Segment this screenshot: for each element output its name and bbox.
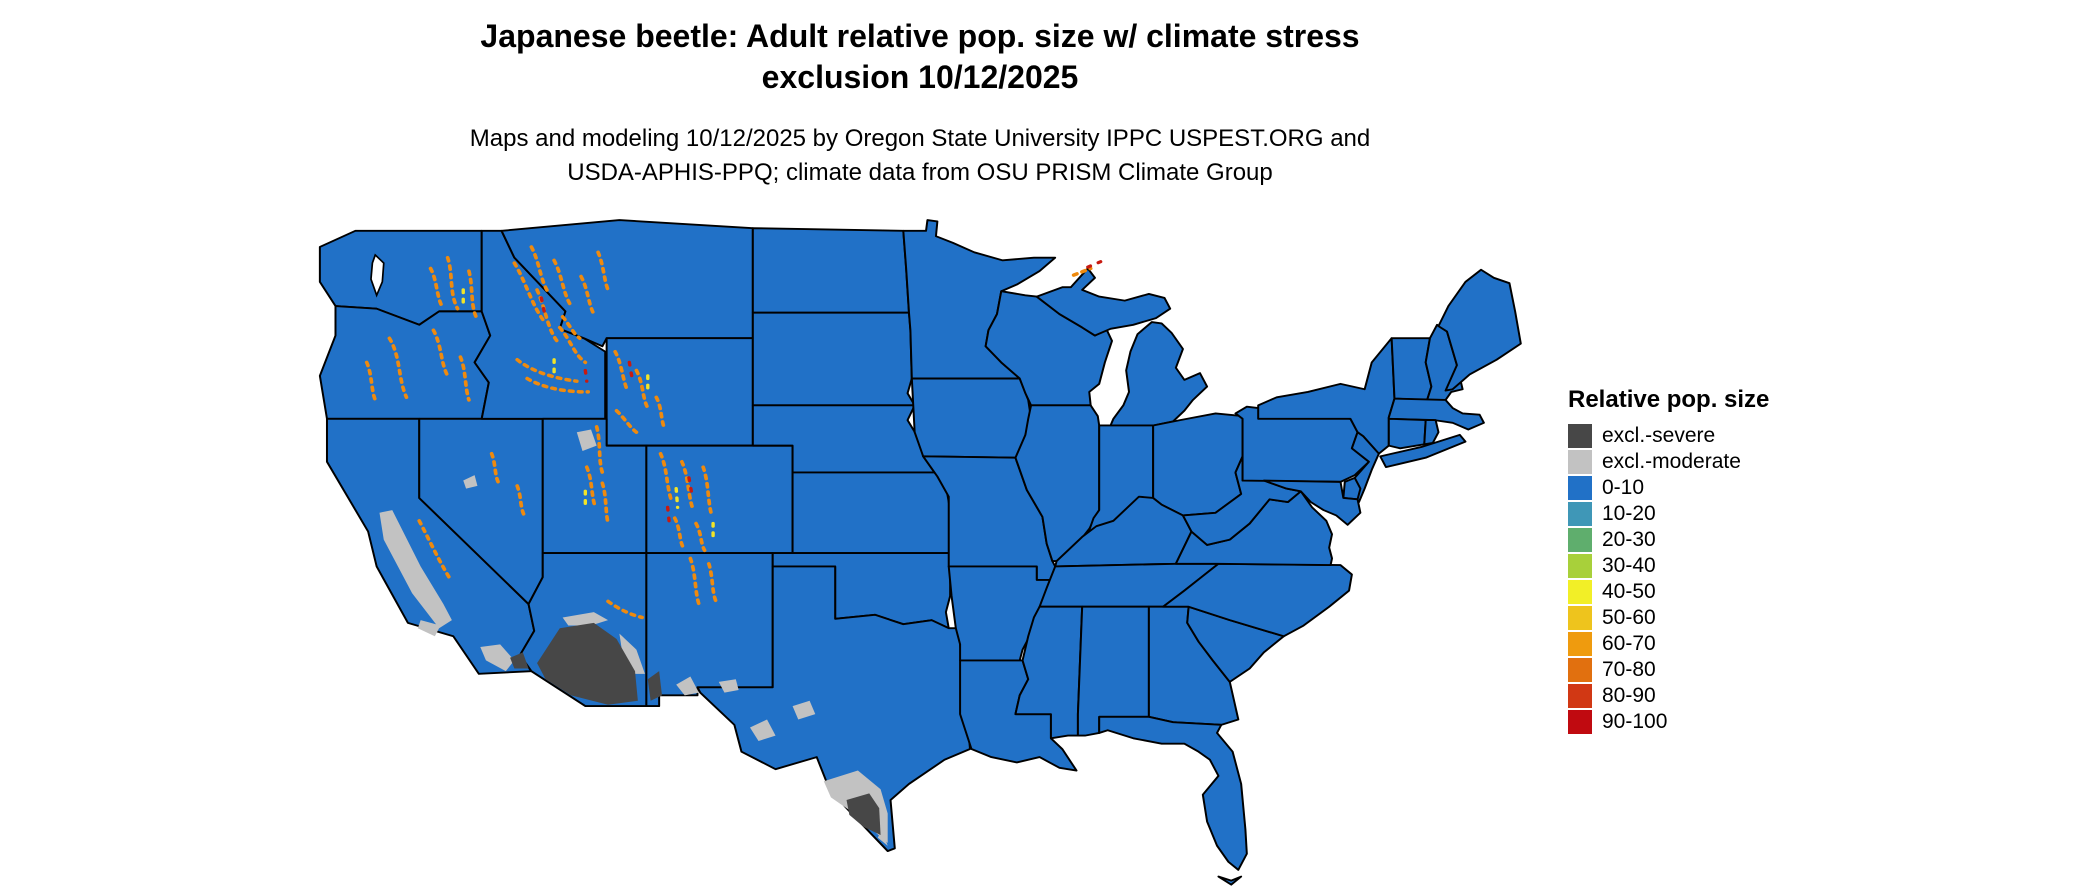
legend-row: 70-80 xyxy=(1568,657,1898,683)
legend-swatch xyxy=(1568,684,1592,708)
state-south-dakota xyxy=(751,311,916,407)
legend-row: 80-90 xyxy=(1568,683,1898,709)
state-michigan-lower-peninsula xyxy=(1109,321,1209,427)
moderate-patch xyxy=(676,676,699,696)
state-connecticut xyxy=(1387,417,1427,450)
high-population-speckles-yellow xyxy=(461,288,715,539)
map-subtitle-line2: USDA-APHIS-PPQ; climate data from OSU PR… xyxy=(567,159,1273,186)
legend-swatch xyxy=(1568,528,1592,552)
legend-swatch xyxy=(1568,450,1592,474)
legend-label: 10-20 xyxy=(1602,502,1656,525)
legend-label: 80-90 xyxy=(1602,684,1656,707)
legend-row: 10-20 xyxy=(1568,501,1898,527)
speckle-path xyxy=(461,288,715,539)
state-north-carolina xyxy=(1162,562,1353,638)
moderate-patch xyxy=(792,700,816,720)
legend-label: 50-60 xyxy=(1602,606,1656,629)
legend-label: 0-10 xyxy=(1602,476,1645,499)
legend-row: 90-100 xyxy=(1568,709,1898,735)
state-minnesota xyxy=(902,219,1057,380)
moderate-patch xyxy=(480,644,515,672)
state-colorado xyxy=(645,444,794,554)
state-maine xyxy=(1437,268,1522,392)
legend-row: excl.-severe xyxy=(1568,423,1898,449)
state-maryland xyxy=(1262,479,1362,526)
legend-row: 40-50 xyxy=(1568,579,1898,605)
legend-label: excl.-moderate xyxy=(1602,450,1741,473)
moderate-patch xyxy=(576,429,597,451)
legend-title: Relative pop. size xyxy=(1568,386,1770,413)
state-rhode-island xyxy=(1423,419,1440,446)
legend-label: 70-80 xyxy=(1602,658,1656,681)
legend-swatch xyxy=(1568,580,1592,604)
state-borders xyxy=(318,219,1522,886)
moderate-patch xyxy=(718,679,739,693)
severe-patch xyxy=(537,622,638,705)
legend-swatch xyxy=(1568,658,1592,682)
legend-swatch xyxy=(1568,502,1592,526)
state-iowa xyxy=(910,377,1035,459)
legend-row: 60-70 xyxy=(1568,631,1898,657)
state-new-mexico xyxy=(645,552,774,708)
speckle-path xyxy=(364,245,1093,620)
legend-row: 30-40 xyxy=(1568,553,1898,579)
legend-row: 50-60 xyxy=(1568,605,1898,631)
state-texas xyxy=(696,565,972,853)
legend-swatch xyxy=(1568,632,1592,656)
florida-keys xyxy=(1217,875,1243,886)
severe-patch xyxy=(510,652,529,669)
long-island xyxy=(1379,433,1467,469)
legend-swatch xyxy=(1568,476,1592,500)
legend-swatch xyxy=(1568,554,1592,578)
moderate-patch xyxy=(417,620,441,637)
puget-sound-water xyxy=(370,253,385,298)
legend-swatch xyxy=(1568,606,1592,630)
legend-label: 20-30 xyxy=(1602,528,1656,551)
state-montana xyxy=(500,219,754,348)
state-north-dakota xyxy=(751,227,910,314)
high-population-speckles-orange xyxy=(364,245,1093,620)
legend-row: 20-30 xyxy=(1568,527,1898,553)
moderate-patch xyxy=(562,612,609,626)
legend-row: 0-10 xyxy=(1568,475,1898,501)
legend-swatch xyxy=(1568,424,1592,448)
state-kansas xyxy=(791,471,952,554)
legend-row: excl.-moderate xyxy=(1568,449,1898,475)
state-fills xyxy=(318,219,1522,886)
us-map xyxy=(318,219,1522,886)
state-vermont xyxy=(1390,337,1433,401)
map-subtitle: Maps and modeling 10/12/2025 by Oregon S… xyxy=(0,122,1840,190)
map-title-line1: Japanese beetle: Adult relative pop. siz… xyxy=(480,18,1360,54)
moderate-patch xyxy=(463,475,478,489)
map-title: Japanese beetle: Adult relative pop. siz… xyxy=(0,16,1840,98)
legend-label: 40-50 xyxy=(1602,580,1656,603)
state-florida xyxy=(1098,715,1248,871)
legend-label: 60-70 xyxy=(1602,632,1656,655)
legend: Relative pop. size excl.-severe excl.-mo… xyxy=(1568,386,1898,735)
legend-label: 30-40 xyxy=(1602,554,1656,577)
state-wyoming xyxy=(605,337,754,447)
legend-swatch xyxy=(1568,710,1592,734)
severe-patch xyxy=(647,671,662,701)
legend-label: excl.-severe xyxy=(1602,424,1716,447)
state-oregon xyxy=(318,305,492,420)
moderate-patch xyxy=(749,719,776,741)
moderate-patch xyxy=(619,633,645,674)
exclusion-severe-overlay xyxy=(510,622,881,835)
map-subtitle-line1: Maps and modeling 10/12/2025 by Oregon S… xyxy=(469,125,1371,152)
state-ohio xyxy=(1152,412,1244,517)
severe-patch xyxy=(846,793,881,835)
legend-label: 90-100 xyxy=(1602,710,1668,733)
map-title-line2: exclusion 10/12/2025 xyxy=(761,59,1079,95)
moderate-patch xyxy=(379,510,452,629)
